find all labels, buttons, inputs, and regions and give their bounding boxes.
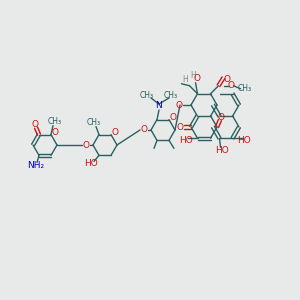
Text: CH₃: CH₃ [87, 118, 101, 127]
Text: O: O [176, 100, 182, 109]
Text: O: O [218, 112, 224, 122]
Text: O: O [169, 113, 176, 122]
Text: HO: HO [84, 159, 98, 168]
Text: HO: HO [214, 146, 228, 155]
Text: O: O [193, 74, 200, 83]
Text: O: O [32, 120, 38, 129]
Text: O: O [176, 122, 184, 131]
Text: CH₃: CH₃ [237, 84, 252, 93]
Text: O: O [228, 81, 235, 90]
Text: HO: HO [238, 136, 251, 145]
Text: O: O [223, 75, 230, 84]
Text: CH₃: CH₃ [48, 117, 62, 126]
Text: O: O [82, 140, 89, 149]
Text: H: H [190, 71, 196, 80]
Text: NH₂: NH₂ [27, 161, 45, 170]
Text: O: O [52, 128, 58, 137]
Text: H: H [183, 75, 188, 84]
Text: CH₃: CH₃ [164, 91, 178, 100]
Text: HO: HO [178, 136, 192, 145]
Text: O: O [140, 125, 148, 134]
Text: O: O [112, 128, 118, 137]
Text: N: N [156, 101, 162, 110]
Text: CH₃: CH₃ [140, 91, 154, 100]
